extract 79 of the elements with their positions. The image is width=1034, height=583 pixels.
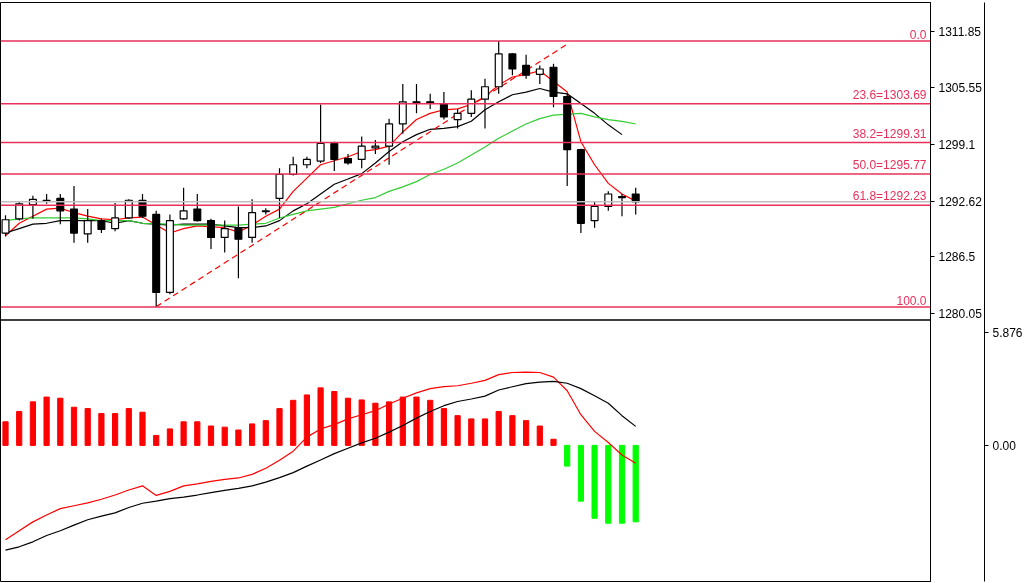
y-tick-label: 1305.55 [938, 80, 983, 95]
bar [372, 402, 379, 446]
bar [249, 423, 256, 446]
bar [632, 444, 639, 523]
candlestick [617, 193, 627, 217]
bar [166, 428, 173, 446]
candlestick [398, 83, 407, 135]
bar [221, 426, 228, 446]
y-tick-label: 1280.05 [938, 306, 983, 321]
y-tick-label: 1299.1 [938, 137, 976, 152]
ref-line-label: 38.2=1299.31 [852, 126, 927, 141]
candlestick [275, 167, 284, 219]
bar [207, 425, 215, 446]
bar [468, 418, 475, 446]
bar [57, 397, 64, 446]
candlestick [357, 135, 366, 169]
candlestick [385, 118, 394, 166]
ref-line-label: 61.8=1292.23 [852, 189, 927, 204]
bar [235, 429, 242, 446]
bar [536, 425, 543, 446]
annotation: 100.0 [896, 293, 927, 308]
bar [550, 438, 557, 446]
bar [454, 415, 461, 446]
bar [2, 421, 9, 446]
y2-tick-label: 5.876 [992, 326, 1023, 341]
bar [303, 394, 310, 446]
bar [98, 413, 105, 446]
bar [564, 444, 571, 467]
bar [495, 410, 502, 446]
bar [344, 397, 352, 446]
annotation: 0.0 [909, 27, 927, 42]
candlestick [522, 54, 531, 80]
candlestick [453, 108, 462, 130]
ref-line-label: 50.0=1295.77 [852, 157, 927, 172]
bar [331, 391, 338, 446]
candlestick [590, 200, 599, 229]
bar [523, 420, 530, 446]
bar [591, 444, 598, 519]
y-tick-label: 1311.85 [938, 24, 982, 39]
bar [43, 396, 50, 446]
ref-line-label: 23.6=1303.69 [852, 87, 927, 102]
candlestick [330, 141, 339, 172]
bar [139, 411, 146, 446]
bar [153, 434, 160, 446]
candlestick [412, 83, 421, 114]
bar [276, 408, 283, 446]
bar [358, 399, 365, 446]
bar [440, 408, 447, 446]
candlestick [206, 218, 216, 250]
bar [180, 421, 187, 446]
bar [262, 420, 269, 446]
bar [399, 396, 406, 446]
bar [125, 408, 132, 446]
bar [386, 401, 393, 446]
bar [618, 444, 626, 524]
y-tick-label: 1286.5 [938, 249, 976, 264]
bar [29, 401, 36, 446]
candlestick [439, 91, 448, 121]
bar [290, 399, 297, 446]
candlestick [508, 52, 517, 76]
bar [112, 413, 119, 446]
bar [509, 415, 516, 446]
bar [427, 399, 434, 446]
bar [413, 396, 420, 446]
bar [481, 418, 489, 446]
bar [317, 387, 324, 446]
candlestick [193, 193, 202, 223]
bar [194, 421, 201, 446]
bar [16, 410, 23, 446]
y-tick-label: 1292.62 [938, 195, 983, 210]
candlestick [467, 89, 476, 118]
bar [70, 406, 78, 446]
bar [577, 444, 584, 502]
candlestick [179, 187, 188, 221]
bar [84, 408, 91, 446]
candlestick [535, 64, 544, 85]
bar [605, 444, 612, 524]
candlestick [316, 103, 325, 164]
y2-tick-label: 0.00 [992, 438, 1017, 453]
